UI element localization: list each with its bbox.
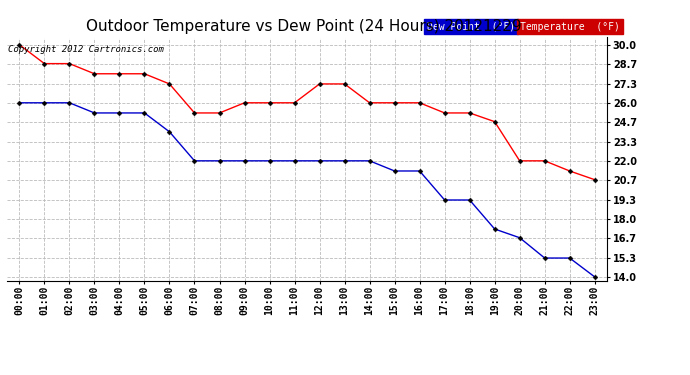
Text: Temperature  (°F): Temperature (°F) xyxy=(520,21,620,32)
Text: Outdoor Temperature vs Dew Point (24 Hours) 20121229: Outdoor Temperature vs Dew Point (24 Hou… xyxy=(86,19,522,34)
Text: Copyright 2012 Cartronics.com: Copyright 2012 Cartronics.com xyxy=(8,45,164,54)
Text: Dew Point  (°F): Dew Point (°F) xyxy=(427,21,515,32)
